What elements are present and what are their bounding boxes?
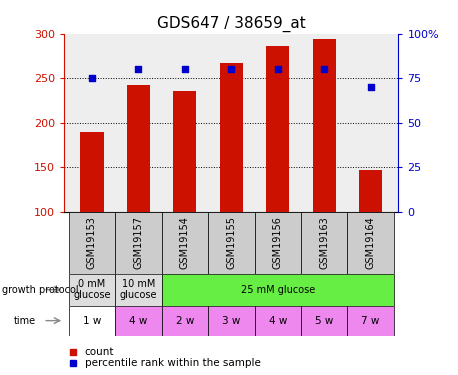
Bar bbox=[115, 212, 162, 274]
Point bbox=[228, 66, 235, 72]
Point bbox=[135, 66, 142, 72]
Text: 4 w: 4 w bbox=[129, 316, 147, 326]
Text: 0 mM
glucose: 0 mM glucose bbox=[73, 279, 111, 300]
Text: 1 w: 1 w bbox=[83, 316, 101, 326]
Point bbox=[321, 66, 328, 72]
Bar bbox=[301, 212, 347, 274]
Text: 2 w: 2 w bbox=[176, 316, 194, 326]
Point bbox=[274, 66, 281, 72]
Bar bbox=[312, 39, 336, 212]
Bar bbox=[208, 306, 255, 336]
Point bbox=[181, 66, 189, 72]
Bar bbox=[208, 212, 255, 274]
Text: growth protocol: growth protocol bbox=[2, 285, 79, 295]
Text: GSM19157: GSM19157 bbox=[133, 216, 143, 269]
Text: GSM19164: GSM19164 bbox=[365, 216, 376, 269]
Bar bbox=[69, 212, 115, 274]
Bar bbox=[347, 306, 394, 336]
Bar bbox=[162, 274, 394, 306]
Text: GSM19153: GSM19153 bbox=[87, 216, 97, 269]
Text: GSM19163: GSM19163 bbox=[319, 216, 329, 269]
Bar bbox=[115, 306, 162, 336]
Bar bbox=[220, 63, 243, 212]
Text: 7 w: 7 w bbox=[361, 316, 380, 326]
Text: 3 w: 3 w bbox=[222, 316, 240, 326]
Text: count: count bbox=[85, 347, 114, 357]
Bar bbox=[80, 132, 104, 212]
Point bbox=[88, 75, 96, 81]
Text: percentile rank within the sample: percentile rank within the sample bbox=[85, 358, 261, 368]
Text: GSM19156: GSM19156 bbox=[273, 216, 283, 269]
Bar bbox=[255, 306, 301, 336]
Bar bbox=[266, 46, 289, 212]
Title: GDS647 / 38659_at: GDS647 / 38659_at bbox=[157, 16, 305, 32]
Point bbox=[367, 84, 374, 90]
Bar bbox=[301, 306, 347, 336]
Bar bbox=[69, 274, 115, 306]
Bar bbox=[127, 86, 150, 212]
Text: 10 mM
glucose: 10 mM glucose bbox=[120, 279, 157, 300]
Bar bbox=[162, 306, 208, 336]
Bar bbox=[347, 212, 394, 274]
Bar bbox=[255, 212, 301, 274]
Bar bbox=[115, 274, 162, 306]
Bar bbox=[69, 306, 115, 336]
Text: 25 mM glucose: 25 mM glucose bbox=[240, 285, 315, 295]
Bar bbox=[173, 91, 196, 212]
Text: time: time bbox=[14, 316, 36, 326]
Text: GSM19155: GSM19155 bbox=[226, 216, 236, 269]
Text: 4 w: 4 w bbox=[268, 316, 287, 326]
Text: 5 w: 5 w bbox=[315, 316, 333, 326]
Bar bbox=[162, 212, 208, 274]
Bar bbox=[359, 170, 382, 212]
Text: GSM19154: GSM19154 bbox=[180, 216, 190, 269]
